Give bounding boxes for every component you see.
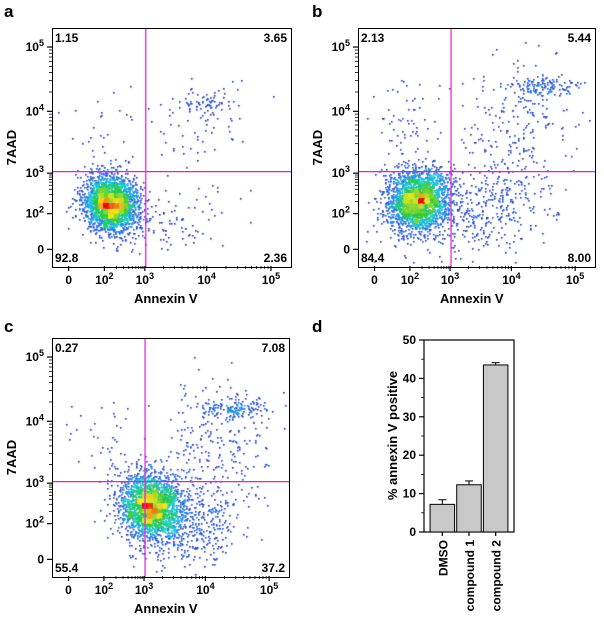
quadrant-bottom-right-b: 8.00 [567, 251, 591, 265]
quadrant-top-left-b: 2.13 [361, 31, 385, 45]
y-axis-tick-label: 50 [403, 333, 417, 347]
quadrant-top-right-c: 7.08 [261, 341, 285, 355]
scatter-dots-c [53, 339, 289, 577]
flow-plot-c: 0.27 7.08 55.4 37.2 [52, 338, 290, 578]
quadrant-bottom-left-c: 55.4 [55, 561, 79, 575]
quadrant-top-left-c: 0.27 [55, 341, 79, 355]
bar [482, 364, 509, 533]
quadrant-top-right-b: 5.44 [567, 31, 591, 45]
quadrant-bottom-right-c: 37.2 [261, 561, 285, 575]
y-axis-tick-label: 30 [403, 410, 417, 424]
y-axis-tick-label: 0 [409, 525, 416, 539]
panel-label-b: b [312, 2, 323, 21]
panel-label-d: d [312, 317, 323, 336]
bar [456, 484, 482, 533]
x-axis-category-label: DMSO [436, 540, 450, 576]
gate-lines-b [359, 29, 595, 267]
x-axis-category-label: compound 2 [490, 540, 504, 612]
x-axis-title-a: Annexin V [134, 291, 198, 306]
x-axis-title-c: Annexin V [134, 601, 198, 616]
x-axis-category-label: compound 1 [463, 540, 477, 612]
quadrant-top-right-a: 3.65 [263, 31, 287, 45]
scatter-dots-b [359, 29, 595, 267]
flow-plot-b: 2.13 5.44 84.4 8.00 [358, 28, 596, 268]
quadrant-bottom-left-a: 92.8 [55, 251, 79, 265]
panel-label-a: a [4, 2, 14, 21]
y-axis-tick-label: 40 [403, 371, 417, 385]
y-axis-tick-label: 20 [403, 448, 417, 462]
bar [429, 503, 456, 533]
panel-label-c: c [4, 317, 14, 336]
x-axis-title-b: Annexin V [440, 291, 504, 306]
scatter-dots-a [53, 29, 291, 267]
gate-lines-c [53, 339, 289, 577]
gate-lines-a [53, 29, 291, 267]
y-axis-tick-label: 10 [403, 487, 417, 501]
y-axis-title-d: % annexin V positive [385, 370, 401, 501]
quadrant-top-left-a: 1.15 [55, 31, 79, 45]
quadrant-bottom-right-a: 2.36 [263, 251, 287, 265]
quadrant-bottom-left-b: 84.4 [361, 251, 385, 265]
flow-plot-a: 1.15 3.65 92.8 2.36 [52, 28, 292, 268]
